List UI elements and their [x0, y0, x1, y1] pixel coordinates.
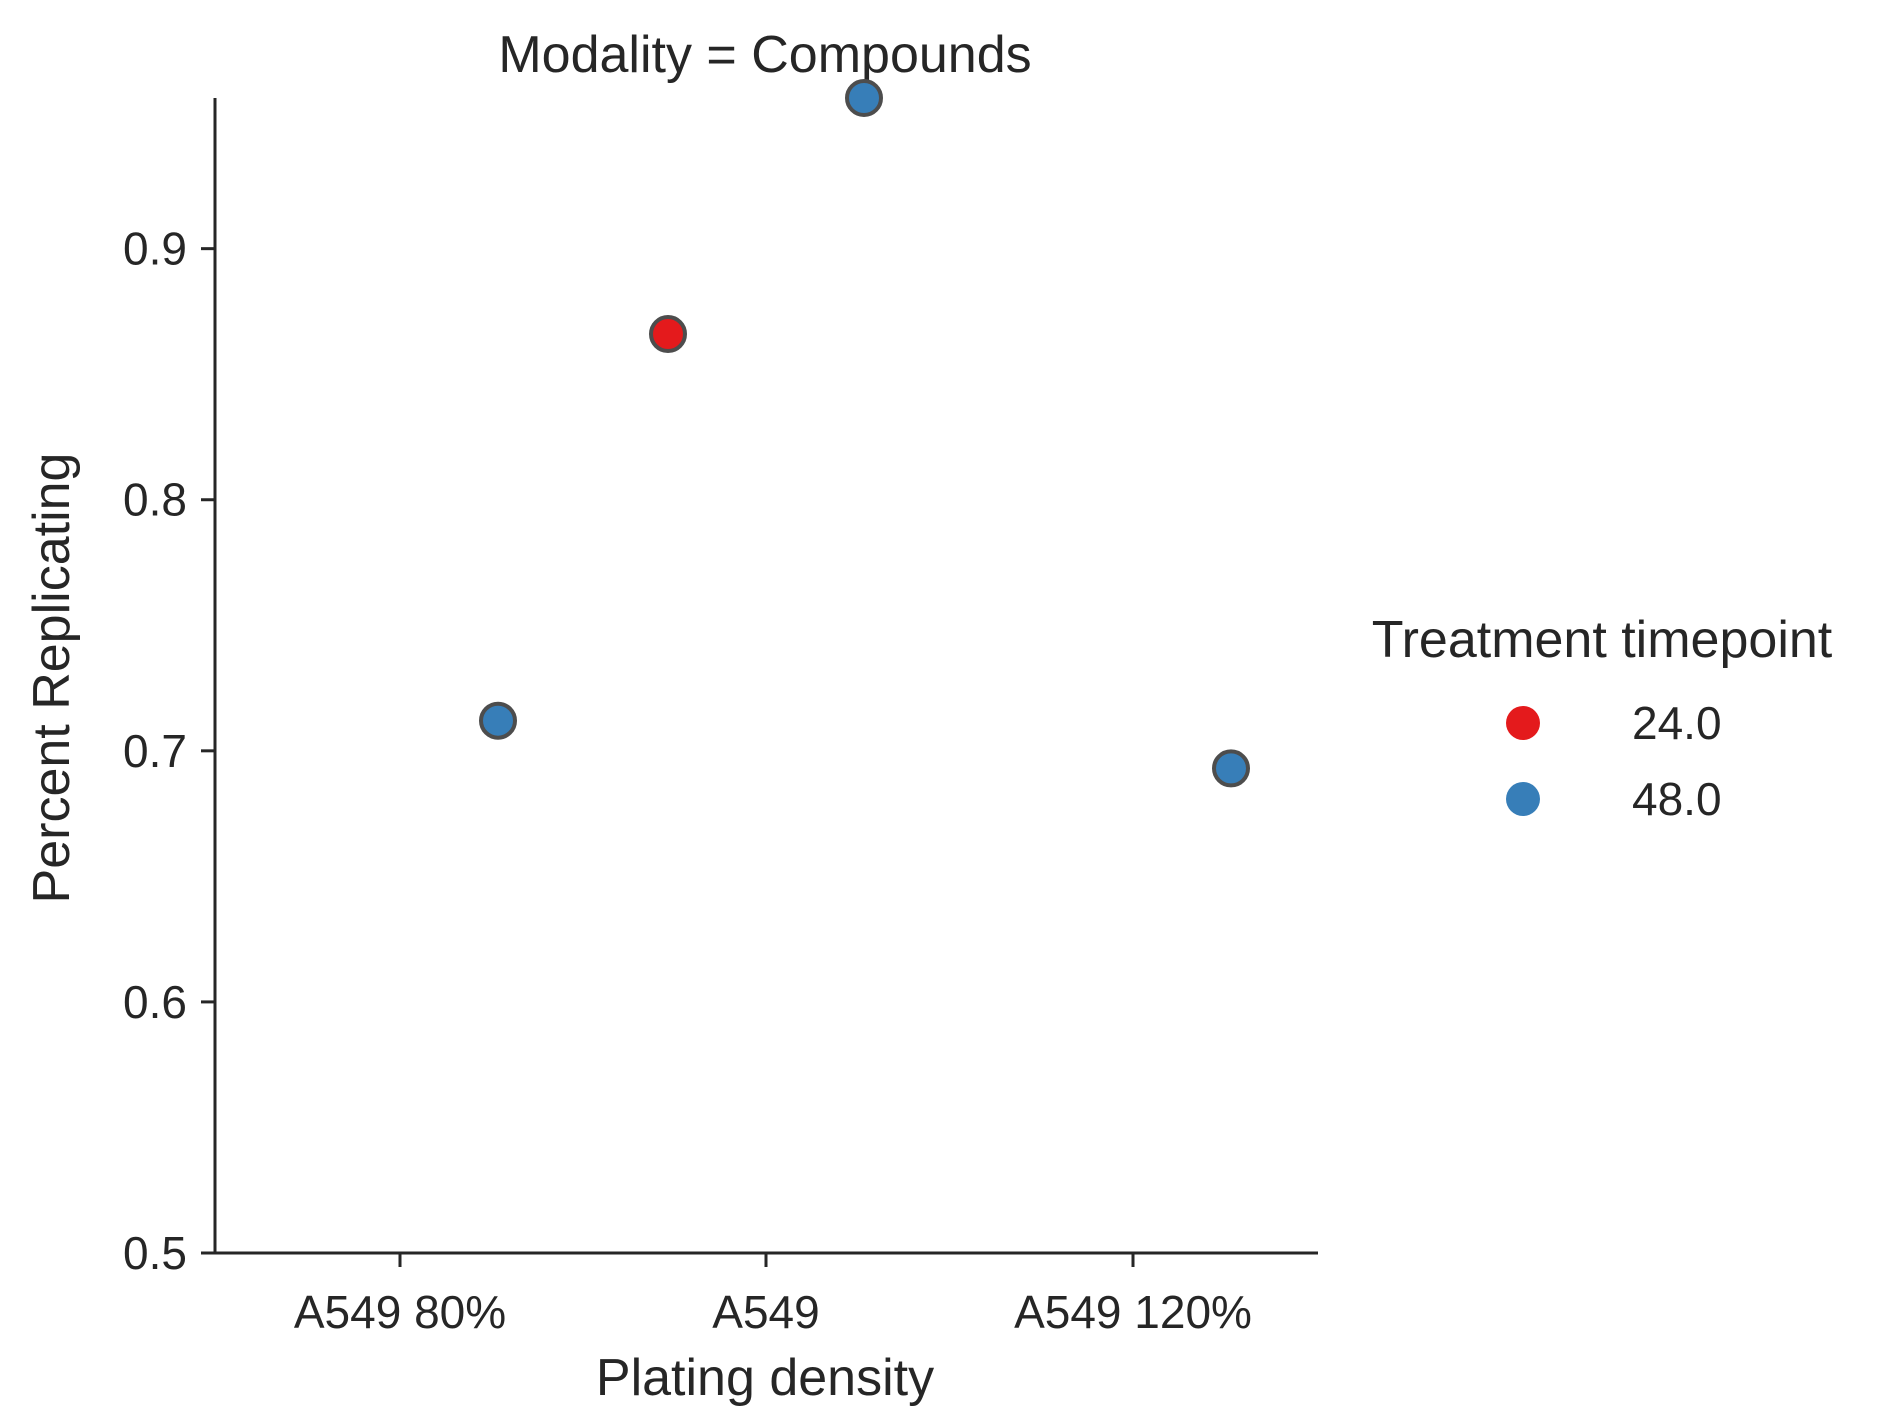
legend-marker — [1506, 706, 1540, 740]
x-tick-label: A549 80% — [294, 1286, 506, 1338]
x-tick-label: A549 — [712, 1286, 819, 1338]
data-points — [479, 79, 1250, 788]
data-point — [479, 701, 517, 740]
y-tick-label: 0.7 — [123, 725, 187, 777]
y-tick-label: 0.8 — [123, 474, 187, 526]
y-axis-title: Percent Replicating — [23, 453, 81, 904]
legend-title: Treatment timepoint — [1372, 611, 1833, 669]
legend-label: 48.0 — [1632, 773, 1722, 825]
y-axis: 0.5 0.6 0.7 0.8 0.9 — [123, 98, 217, 1279]
y-tick-label: 0.9 — [123, 223, 187, 275]
y-tick-label: 0.6 — [123, 976, 187, 1028]
x-tick-label: A549 120% — [1014, 1286, 1252, 1338]
x-axis-title: Plating density — [596, 1349, 934, 1407]
x-axis: A549 80% A549 A549 120% — [215, 1251, 1318, 1338]
legend: Treatment timepoint 24.0 48.0 — [1372, 611, 1833, 825]
data-point — [845, 79, 883, 117]
chart-title: Modality = Compounds — [498, 26, 1031, 84]
y-tick-label: 0.5 — [123, 1227, 187, 1279]
data-point — [1212, 749, 1250, 788]
legend-label: 24.0 — [1632, 697, 1722, 749]
legend-marker — [1506, 782, 1540, 816]
data-point — [649, 315, 687, 354]
